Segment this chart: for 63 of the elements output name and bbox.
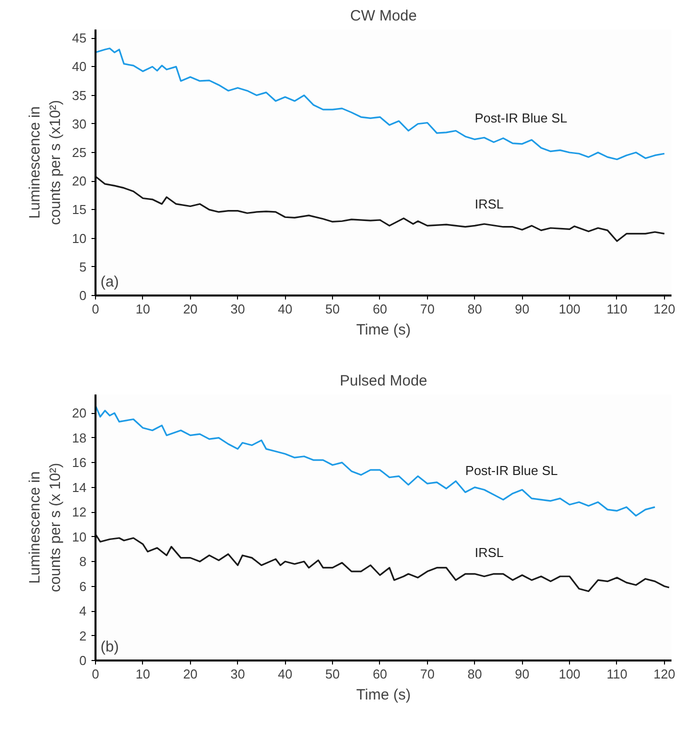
x-tick-label: 40 [278, 302, 292, 316]
chart-title: CW Mode [350, 8, 417, 24]
y-tick-label: 20 [72, 406, 87, 421]
x-tick-label: 50 [325, 666, 340, 682]
y-tick-label: 15 [72, 202, 87, 218]
x-tick-label: 10 [136, 666, 150, 682]
y-tick-label: 16 [72, 455, 87, 470]
y-tick-label: 2 [79, 628, 87, 644]
series-label: Post-IR Blue SL [474, 110, 568, 126]
y-tick-label: 8 [79, 554, 87, 570]
x-tick-label: 80 [468, 302, 482, 316]
y-tick-label: 4 [79, 604, 87, 619]
y-tick-label: 14 [72, 480, 87, 495]
x-axis-title: Time (s) [356, 686, 411, 704]
series-label: IRSL [474, 544, 504, 560]
y-tick-label: 20 [72, 174, 87, 189]
y-tick-label: 45 [72, 30, 87, 46]
y-tick-label: 10 [72, 230, 87, 246]
y-axis-title: Luminescence in counts per s (x 10²) [26, 462, 64, 592]
y-tick-label: 0 [79, 653, 87, 668]
annotation: (b) [100, 638, 119, 656]
x-tick-label: 90 [514, 666, 530, 682]
y-tick-label: 35 [72, 88, 87, 103]
annotation: (a) [100, 274, 119, 290]
x-tick-label: 30 [230, 666, 245, 682]
x-tick-label: 10 [136, 302, 150, 316]
series-label: Post-IR Blue SL [465, 463, 558, 478]
x-axis-title: Time (s) [356, 322, 411, 338]
x-tick-label: 30 [230, 302, 245, 316]
y-tick-label: 30 [72, 116, 87, 132]
line-series [96, 48, 666, 160]
x-tick-label: 120 [654, 302, 676, 316]
x-tick-label: 60 [372, 666, 388, 682]
x-tick-label: 20 [183, 302, 198, 316]
y-tick-label: 6 [79, 578, 87, 594]
x-tick-label: 110 [606, 302, 628, 316]
line-series [96, 176, 666, 242]
x-tick-label: 0 [92, 302, 100, 316]
x-tick-label: 110 [606, 666, 628, 682]
y-tick-label: 10 [72, 529, 87, 544]
y-axis-title: Luminescence in counts per s (x10²) [26, 100, 64, 226]
line-series [96, 534, 670, 592]
x-tick-label: 40 [278, 666, 292, 682]
y-tick-label: 0 [79, 288, 87, 303]
y-tick-label: 12 [72, 504, 87, 520]
y-tick-label: 18 [72, 430, 87, 446]
x-tick-label: 0 [92, 666, 100, 682]
line-series [96, 404, 656, 517]
x-tick-label: 80 [468, 666, 482, 682]
x-tick-label: 120 [654, 666, 676, 682]
y-tick-label: 5 [79, 259, 87, 274]
x-tick-label: 50 [325, 302, 340, 316]
x-tick-label: 20 [183, 666, 198, 682]
x-tick-label: 90 [514, 302, 530, 316]
x-tick-label: 70 [420, 666, 435, 682]
y-tick-label: 40 [72, 59, 87, 74]
x-tick-label: 60 [372, 302, 388, 316]
series-label: IRSL [474, 196, 504, 212]
x-tick-label: 100 [558, 666, 580, 682]
y-tick-label: 25 [72, 144, 87, 160]
x-tick-label: 70 [420, 302, 435, 316]
chart-title: Pulsed Mode [340, 372, 428, 390]
x-tick-label: 100 [558, 302, 580, 316]
